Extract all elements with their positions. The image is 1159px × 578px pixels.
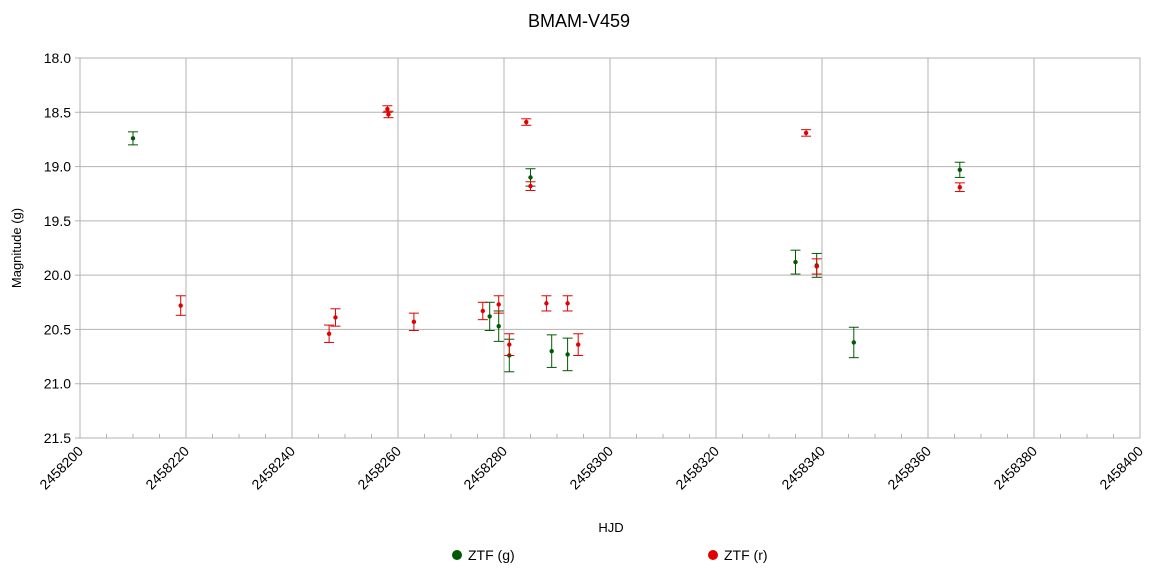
y-tick-label: 18.0 bbox=[44, 50, 71, 66]
data-point bbox=[803, 130, 809, 136]
legend-swatch-ztf-r bbox=[708, 550, 718, 560]
data-point bbox=[549, 348, 554, 354]
y-tick-label: 20.0 bbox=[44, 267, 71, 283]
x-tick-label: 2458400 bbox=[1096, 443, 1146, 493]
data-point bbox=[576, 342, 581, 347]
data-point bbox=[326, 331, 332, 336]
data-point bbox=[851, 340, 856, 345]
data-point bbox=[957, 167, 962, 173]
series-ztf-r bbox=[175, 105, 965, 356]
y-tick-label: 21.5 bbox=[44, 430, 71, 446]
data-point bbox=[333, 315, 338, 320]
data-point bbox=[496, 323, 501, 329]
x-tick-label: 2458340 bbox=[778, 443, 828, 493]
data-point bbox=[385, 106, 390, 112]
data-series bbox=[128, 105, 965, 373]
x-minor-ticks bbox=[106, 434, 1114, 438]
data-point bbox=[544, 301, 549, 306]
x-tick-label: 2458200 bbox=[36, 443, 86, 493]
x-tick-label: 2458220 bbox=[142, 443, 192, 493]
y-tick-label: 21.0 bbox=[44, 376, 71, 392]
data-point bbox=[411, 319, 417, 325]
legend-label-ztf-r: ZTF (r) bbox=[724, 547, 768, 563]
y-tick-labels: 18.0 18.5 19.0 19.5 20.0 20.5 21.0 21.5 bbox=[44, 50, 80, 446]
legend: ZTF (g) ZTF (r) bbox=[452, 547, 768, 563]
x-tick-labels: 2458200 2458220 2458240 2458260 2458280 24583… bbox=[36, 443, 1146, 493]
series-ztf-g bbox=[128, 131, 965, 373]
x-tick-label: 2458240 bbox=[248, 443, 298, 493]
data-point bbox=[528, 183, 533, 189]
x-tick-label: 2458320 bbox=[672, 443, 722, 493]
chart-title: BMAM-V459 bbox=[528, 11, 630, 31]
data-point bbox=[565, 301, 570, 306]
x-axis-label: HJD bbox=[598, 520, 623, 535]
data-point bbox=[565, 352, 570, 357]
data-point bbox=[957, 185, 962, 190]
y-tick-label: 20.5 bbox=[44, 321, 71, 337]
data-point bbox=[524, 119, 529, 125]
data-point bbox=[480, 308, 485, 314]
legend-label-ztf-g: ZTF (g) bbox=[468, 547, 515, 563]
data-point bbox=[386, 112, 391, 117]
x-tick-label: 2458280 bbox=[460, 443, 510, 493]
x-tick-label: 2458380 bbox=[990, 443, 1040, 493]
data-point bbox=[487, 314, 492, 319]
legend-swatch-ztf-g bbox=[452, 550, 462, 560]
data-point bbox=[793, 259, 798, 265]
x-tick-label: 2458300 bbox=[566, 443, 616, 493]
data-point bbox=[178, 303, 183, 308]
data-point bbox=[130, 136, 136, 141]
y-tick-label: 19.0 bbox=[44, 159, 71, 175]
data-point bbox=[814, 264, 819, 269]
x-tick-label: 2458260 bbox=[354, 443, 404, 493]
y-tick-label: 19.5 bbox=[44, 213, 71, 229]
data-point bbox=[528, 175, 533, 180]
x-tick-label: 2458360 bbox=[884, 443, 934, 493]
y-tick-label: 18.5 bbox=[44, 104, 71, 120]
data-point bbox=[496, 302, 501, 307]
gridlines bbox=[79, 57, 1141, 439]
y-axis-label: Magnitude (g) bbox=[9, 208, 24, 288]
data-point bbox=[507, 342, 512, 347]
